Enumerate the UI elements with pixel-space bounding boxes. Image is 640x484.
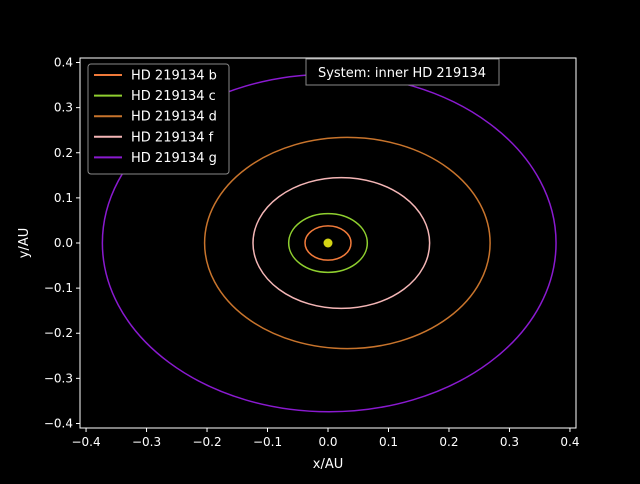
y-tick-label: 0.2	[54, 146, 73, 160]
x-tick-label: 0.1	[379, 435, 398, 449]
x-tick-label: 0.0	[318, 435, 337, 449]
legend-label: HD 219134 b	[131, 69, 217, 84]
y-ticks: −0.4 −0.3 −0.2 −0.1 0.0 0.1 0.2 0.3 0.4	[44, 56, 80, 430]
x-tick-label: −0.1	[253, 435, 282, 449]
x-tick-label: −0.3	[132, 435, 161, 449]
legend-frame	[87, 63, 230, 175]
y-tick-label: −0.2	[44, 326, 73, 340]
legend-label: HD 219134 g	[131, 151, 217, 166]
x-axis-label: x/AU	[313, 457, 343, 472]
y-tick-label: −0.1	[44, 281, 73, 295]
x-ticks: −0.4 −0.3 −0.2 −0.1 0.0 0.1 0.2 0.3 0.4	[71, 428, 579, 449]
y-tick-label: 0.3	[54, 101, 73, 115]
orbit-d	[203, 136, 491, 350]
x-tick-label: 0.4	[560, 435, 579, 449]
legend-label: HD 219134 d	[131, 110, 217, 125]
y-axis-label: y/AU	[17, 228, 32, 258]
legend-label: HD 219134 f	[131, 130, 214, 145]
star-marker	[323, 238, 333, 248]
y-tick-label: 0.0	[54, 236, 73, 250]
y-tick-label: 0.1	[54, 191, 73, 205]
orbit-f	[252, 176, 431, 310]
orbit-b	[304, 225, 352, 261]
x-tick-label: −0.4	[71, 435, 100, 449]
annotation-text: System: inner HD 219134	[318, 66, 486, 81]
y-tick-label: −0.4	[44, 416, 73, 430]
x-tick-label: −0.2	[192, 435, 221, 449]
annotation-box: System: inner HD 219134	[305, 58, 500, 86]
y-tick-label: 0.4	[54, 56, 73, 70]
legend-label: HD 219134 c	[131, 89, 216, 104]
orbit-c	[287, 212, 369, 274]
x-tick-label: 0.2	[439, 435, 458, 449]
star-layer	[323, 238, 333, 248]
y-tick-label: −0.3	[44, 371, 73, 385]
x-tick-label: 0.3	[500, 435, 519, 449]
legend: HD 219134 b HD 219134 c HD 219134 d HD 2191…	[87, 63, 230, 175]
annotation-frame	[305, 58, 500, 86]
